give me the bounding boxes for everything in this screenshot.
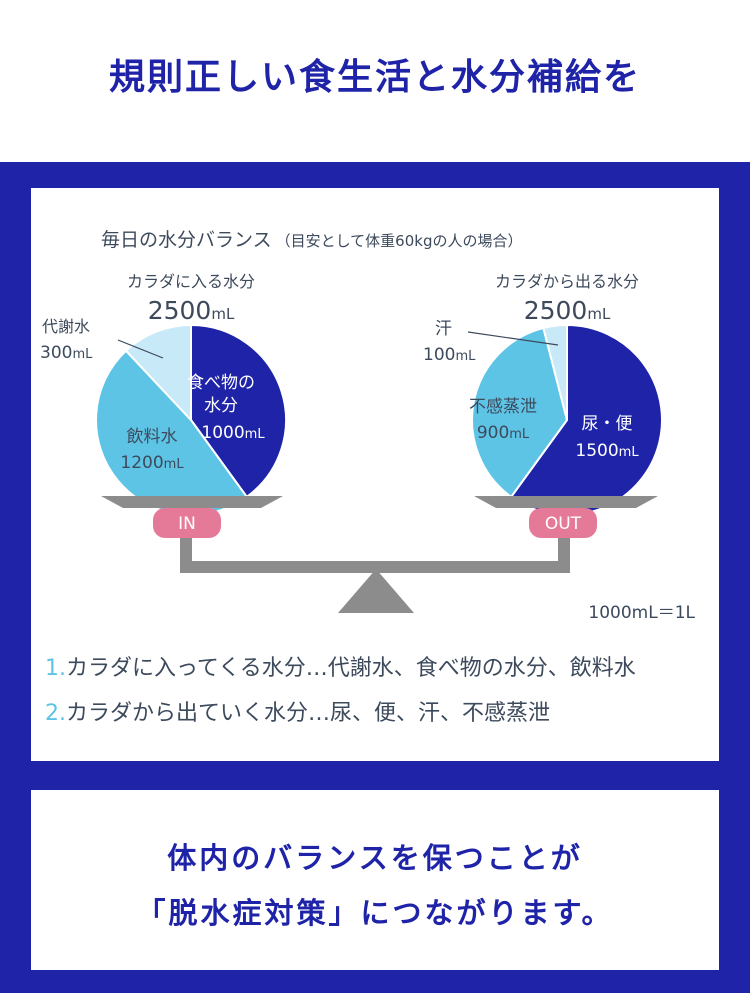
in-badge xyxy=(153,508,221,538)
out-label: カラダから出る水分 xyxy=(495,272,639,291)
out-badge-text: OUT xyxy=(545,514,582,534)
in-label-food-water-1: 食べ物の xyxy=(187,373,255,393)
out-value-insensible: 900mL xyxy=(477,423,530,443)
out-badge xyxy=(529,508,597,538)
unit-note: 1000mL＝1L xyxy=(588,603,695,623)
message-line-2: 「脱水症対策」につながります。 xyxy=(136,896,614,930)
diagram-panel: 毎日の水分バランス （目安として体重60kgの人の場合） カラダに入る水分 250… xyxy=(31,188,719,761)
out-label-insensible: 不感蒸泄 xyxy=(469,397,537,417)
page-title: 規則正しい食生活と水分補給を xyxy=(108,57,641,98)
in-label-food-water-2: 水分 xyxy=(204,396,238,416)
in-value-metabolic-water: 300mL xyxy=(40,343,93,363)
in-value-food-water: 1000mL xyxy=(201,423,265,443)
out-scale-pan xyxy=(474,496,658,508)
in-label-drinking-water: 飲料水 xyxy=(127,427,178,447)
in-pie-slice-0 xyxy=(124,323,192,423)
out-value-urine-stool: 1500mL xyxy=(575,441,639,461)
out-pie-slice-1 xyxy=(471,326,569,499)
diagram-heading: 毎日の水分バランス （目安として体重60kgの人の場合） xyxy=(101,229,522,251)
in-pie-slice-1 xyxy=(190,323,287,499)
in-scale-pan xyxy=(101,496,283,508)
list-item-1: 1.カラダに入ってくる水分…代謝水、食べ物の水分、飲料水 xyxy=(45,656,636,681)
in-badge-text: IN xyxy=(178,514,196,534)
message-line-1: 体内のバランスを保つことが xyxy=(167,841,583,875)
out-value-sweat: 100mL xyxy=(423,345,476,365)
out-label-urine-stool: 尿・便 xyxy=(582,414,633,434)
out-label-sweat: 汗 xyxy=(435,319,452,339)
scale-beam xyxy=(180,561,570,573)
out-leader-line xyxy=(467,331,559,346)
in-total: 2500mL xyxy=(148,296,235,325)
out-pie xyxy=(471,323,663,516)
in-pie xyxy=(95,323,287,516)
message-panel: 体内のバランスを保つことが 「脱水症対策」につながります。 xyxy=(31,790,719,970)
list-item-2: 2.カラダから出ていく水分…尿、便、汗、不感蒸泄 xyxy=(45,701,550,726)
out-pie-slice-2 xyxy=(542,323,568,421)
in-label: カラダに入る水分 xyxy=(127,272,255,291)
in-value-drinking-water: 1200mL xyxy=(120,453,184,473)
in-label-metabolic-water: 代謝水 xyxy=(42,317,90,336)
scale-fulcrum xyxy=(338,569,414,613)
out-total: 2500mL xyxy=(524,296,611,325)
water-balance-diagram: 毎日の水分バランス （目安として体重60kgの人の場合） カラダに入る水分 250… xyxy=(40,229,696,726)
in-leader-line xyxy=(117,339,164,359)
